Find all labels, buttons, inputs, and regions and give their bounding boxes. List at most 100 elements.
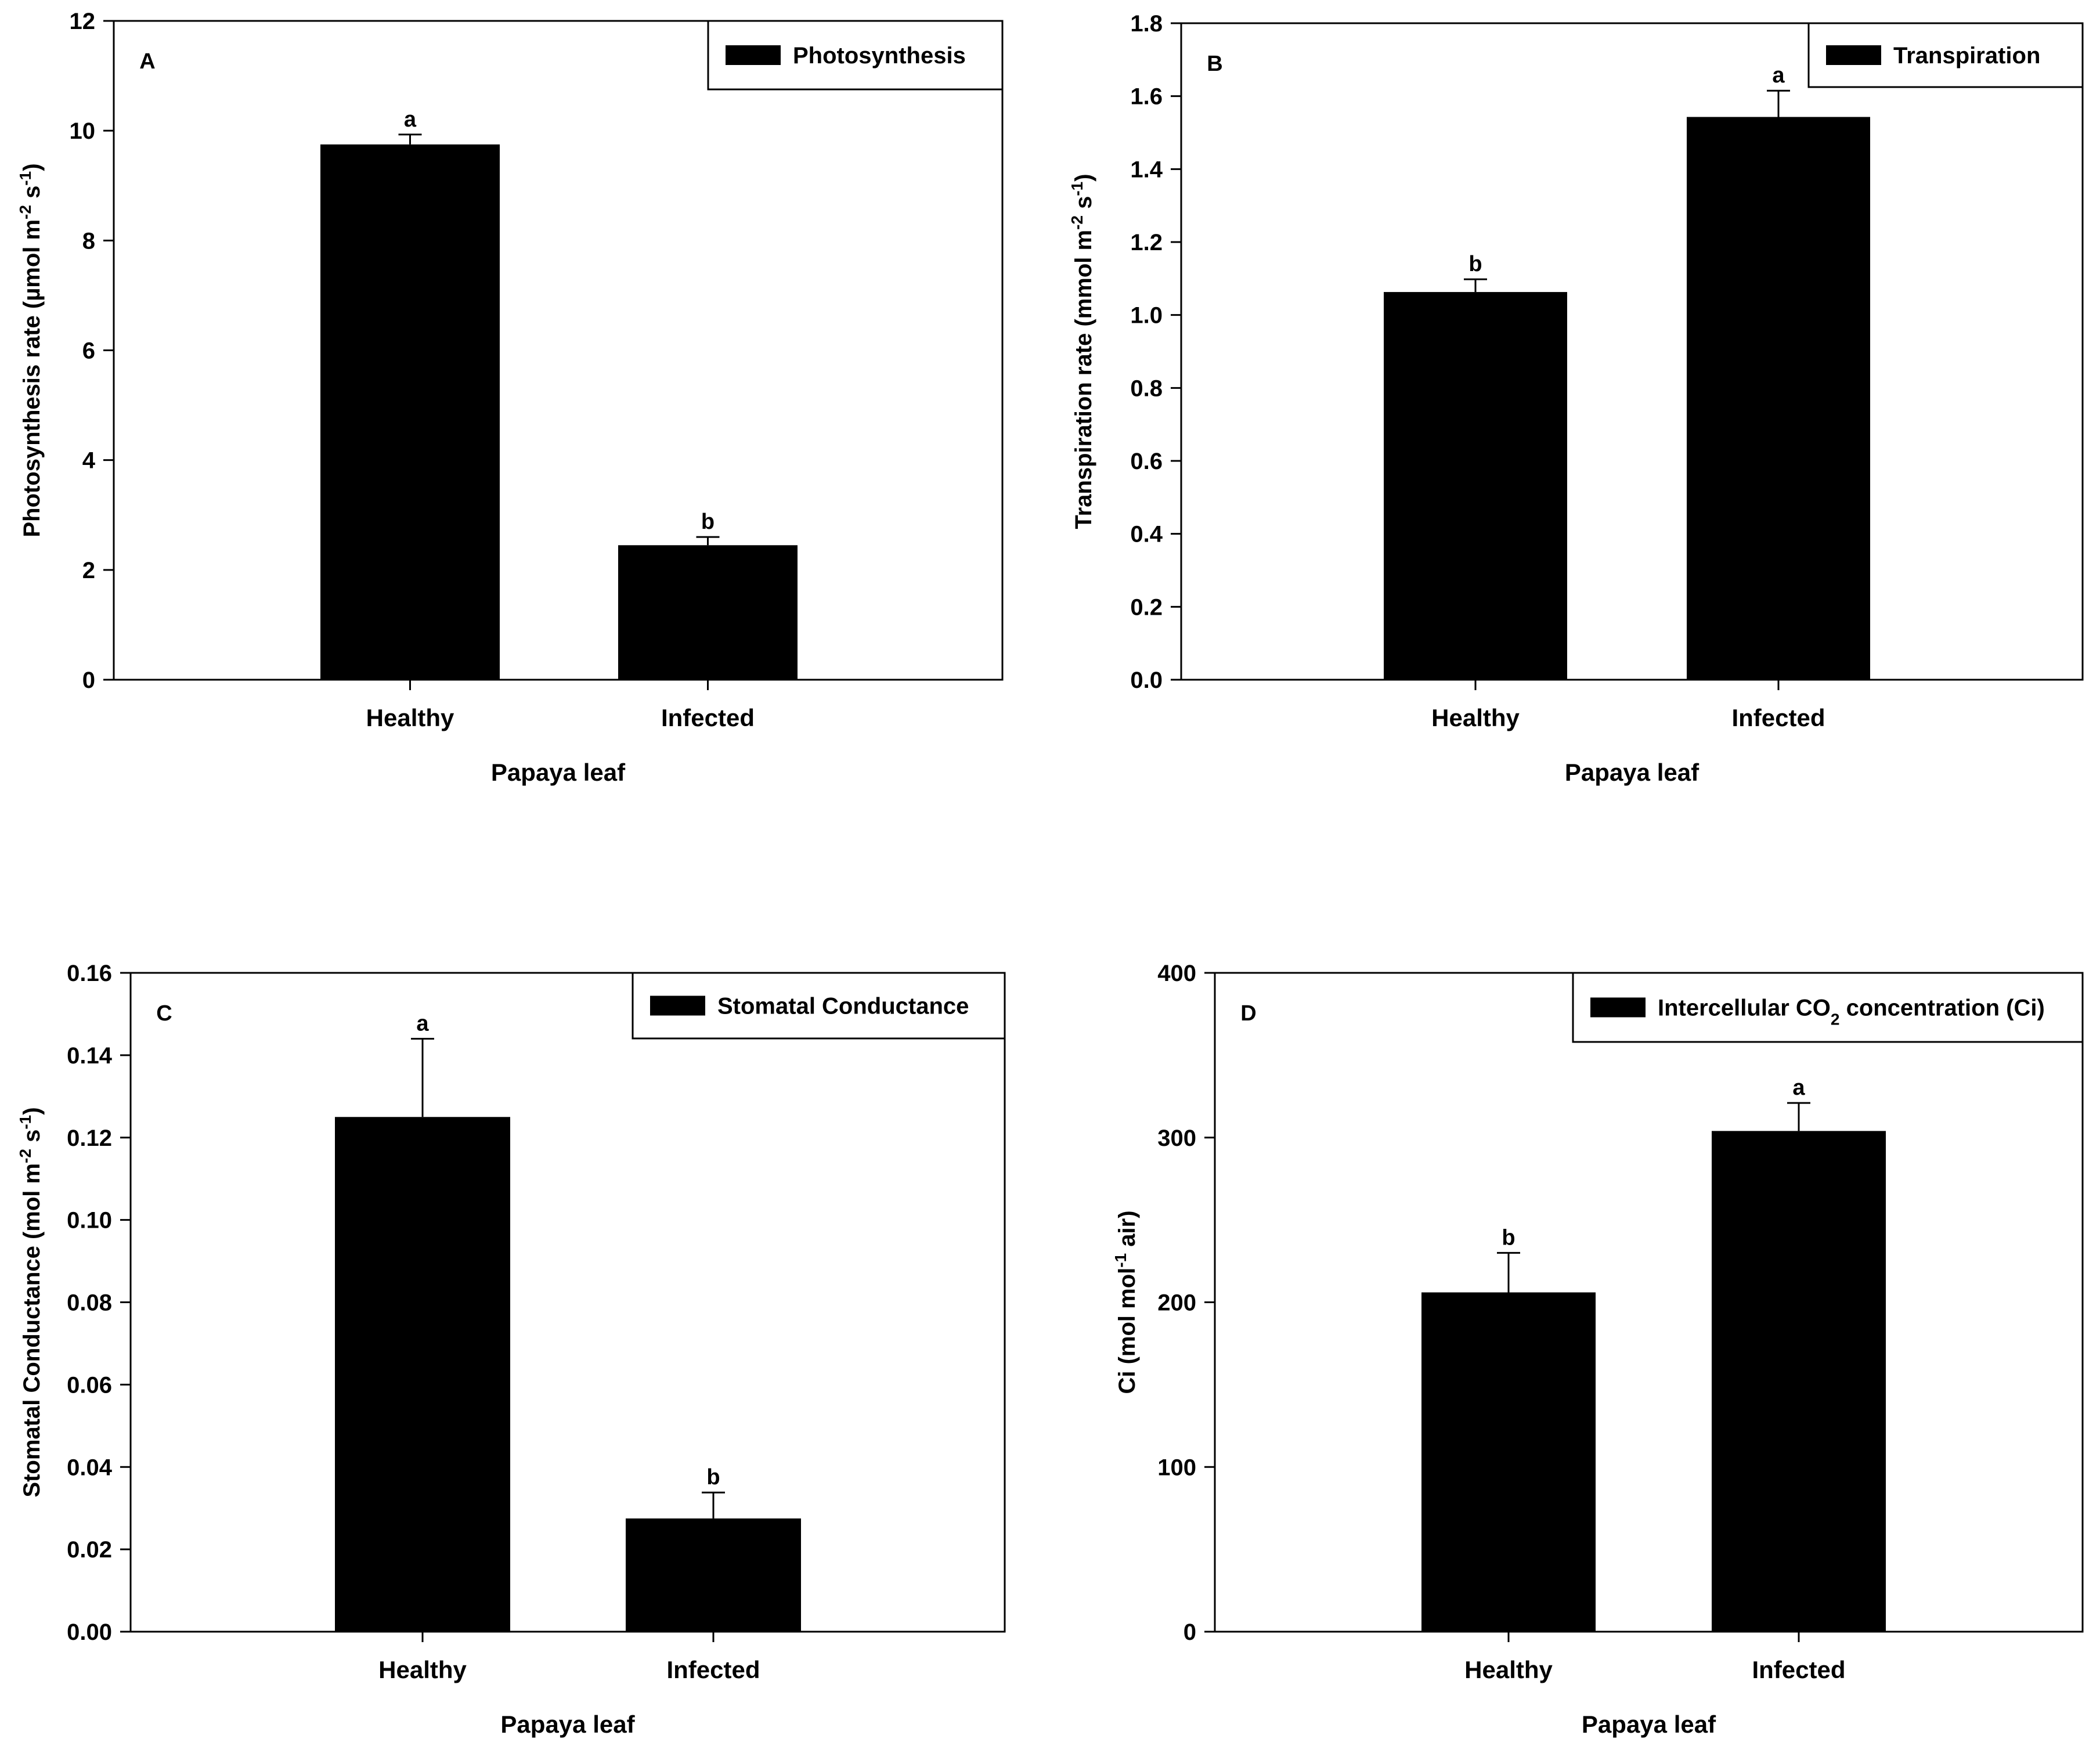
legend-swatch (726, 45, 781, 65)
y-tick-label: 0.02 (67, 1537, 112, 1563)
legend-swatch (1590, 997, 1646, 1018)
x-category-label: Infected (1731, 704, 1825, 731)
y-axis-title-superscript: -2 (16, 205, 34, 219)
y-tick-label: 0.8 (1130, 376, 1163, 401)
y-axis-title-superscript: -2 (1068, 215, 1086, 230)
y-tick-label: 0.2 (1130, 594, 1163, 620)
y-axis-title-superscript: -1 (16, 1115, 34, 1130)
chart-panel-c: 0.00 0.02 0.04 0.06 0.08 0.10 0.12 0.14 0.16 a Hea… (16, 961, 1006, 1738)
legend-swatch (650, 995, 705, 1016)
y-tick-label: 0.08 (67, 1290, 112, 1316)
y-tick-label: 400 (1157, 961, 1196, 986)
significance-letter: a (416, 1012, 429, 1036)
significance-letter: a (404, 107, 417, 132)
bar-infected (1687, 117, 1870, 680)
panel-label: B (1207, 52, 1222, 76)
chart-panel-b: 0.0 0.2 0.4 0.6 0.8 1.0 1.2 1.4 1.6 1.8 b Healthy a I… (1068, 11, 2084, 786)
legend-label-text: Intercellular CO (1658, 995, 1831, 1021)
significance-letter: b (701, 510, 715, 534)
bar-healthy (1421, 1292, 1596, 1632)
y-axis-title: Stomatal Conductance (mol m-2 s-1) (16, 1107, 45, 1497)
significance-letter: b (706, 1465, 720, 1489)
y-axis-title-text: ) (19, 1107, 45, 1114)
bar-healthy (1384, 292, 1567, 680)
x-axis-title: Papaya leaf (491, 759, 626, 786)
y-axis-title-text: air) (1114, 1210, 1140, 1253)
legend-swatch (1826, 45, 1881, 65)
legend: Photosynthesis (707, 20, 1004, 91)
y-axis-title-superscript: -1 (1112, 1253, 1130, 1268)
y-axis-title-superscript: -1 (1068, 182, 1086, 196)
significance-letter: b (1502, 1225, 1515, 1250)
y-tick-label: 6 (82, 338, 95, 364)
y-axis-title-text: ) (1071, 174, 1096, 181)
y-axis-title-text: Photosynthesis rate (µmol m (19, 219, 45, 538)
x-axis-title: Papaya leaf (1582, 1711, 1716, 1738)
y-axis-title-superscript: -2 (16, 1149, 34, 1163)
y-axis-title-text: Transpiration rate (mmol m (1071, 230, 1096, 529)
plot-frame (129, 972, 1006, 1633)
x-axis-title: Papaya leaf (1565, 759, 1700, 786)
x-axis-title: Papaya leaf (500, 1711, 635, 1738)
y-tick-label: 0.16 (67, 961, 112, 986)
y-axis-title-text: s (1071, 196, 1096, 215)
x-category-label: Infected (666, 1656, 760, 1683)
y-axis-title-text: Ci (mol mol (1114, 1268, 1140, 1394)
y-tick-label: 8 (82, 228, 95, 254)
y-tick-label: 2 (82, 558, 95, 583)
y-tick-label: 0.04 (67, 1455, 113, 1480)
y-axis-title-text: Stomatal Conductance (mol m (19, 1163, 45, 1498)
chart-panel-d: 0 100 200 300 400 b Healthy a Infected D Papaya le… (1112, 961, 2084, 1738)
y-tick-label: 1.2 (1130, 230, 1163, 255)
y-tick-label: 200 (1157, 1290, 1196, 1316)
bar-infected (626, 1518, 801, 1632)
panel-label: A (139, 49, 155, 74)
y-axis-title-text: s (19, 186, 45, 205)
y-tick-label: 4 (82, 448, 96, 474)
y-tick-label: 1.8 (1130, 11, 1163, 37)
y-tick-label: 0.6 (1130, 449, 1163, 474)
plot-frame (113, 20, 1004, 681)
bar-infected (618, 545, 798, 680)
legend-label: Intercellular CO2 concentration (Ci) (1658, 995, 2045, 1029)
x-category-label: Infected (1752, 1656, 1845, 1683)
y-tick-label: 0.10 (67, 1208, 112, 1233)
plot-frame (1214, 972, 2084, 1633)
y-tick-label: 1.0 (1130, 303, 1163, 329)
chart-panel-a: 0 2 4 6 8 10 12 a Healthy b Infected A Papaya leaf Ph… (16, 9, 1004, 786)
legend: Transpiration (1807, 22, 2084, 88)
y-axis-title: Photosynthesis rate (µmol m-2 s-1) (16, 163, 45, 537)
y-tick-label: 0.14 (67, 1043, 113, 1069)
plot-frame (1180, 22, 2084, 681)
y-tick-label: 0.06 (67, 1372, 112, 1398)
panel-label: D (1240, 1001, 1256, 1026)
significance-letter: a (1792, 1076, 1805, 1100)
y-axis-title-superscript: -1 (16, 171, 34, 186)
legend-label: Photosynthesis (793, 43, 966, 68)
y-tick-label: 1.4 (1130, 157, 1163, 182)
significance-letter: a (1772, 63, 1785, 88)
y-tick-label: 12 (70, 9, 96, 34)
y-tick-label: 10 (70, 118, 96, 144)
x-category-label: Healthy (1431, 704, 1520, 731)
significance-letter: b (1468, 252, 1482, 276)
legend: Stomatal Conductance (632, 972, 1006, 1040)
panel-label: C (156, 1001, 172, 1026)
bar-healthy (320, 144, 500, 680)
bar-infected (1712, 1131, 1886, 1632)
legend: Intercellular CO2 concentration (Ci) (1572, 972, 2084, 1043)
y-tick-label: 0.4 (1130, 522, 1163, 547)
y-tick-label: 0 (82, 668, 95, 693)
legend-label-subscript: 2 (1831, 1010, 1840, 1028)
y-tick-label: 0.00 (67, 1619, 112, 1645)
y-axis-title: Transpiration rate (mmol m-2 s-1) (1068, 174, 1097, 529)
x-category-label: Infected (661, 704, 755, 731)
x-category-label: Healthy (366, 704, 454, 731)
y-axis-title-text: ) (19, 163, 45, 171)
y-tick-label: 0 (1183, 1619, 1196, 1645)
y-tick-label: 300 (1157, 1126, 1196, 1151)
y-axis-title: Ci (mol mol-1 air) (1112, 1210, 1141, 1394)
y-axis-title-text: s (19, 1130, 45, 1149)
legend-label: Transpiration (1893, 43, 2040, 68)
